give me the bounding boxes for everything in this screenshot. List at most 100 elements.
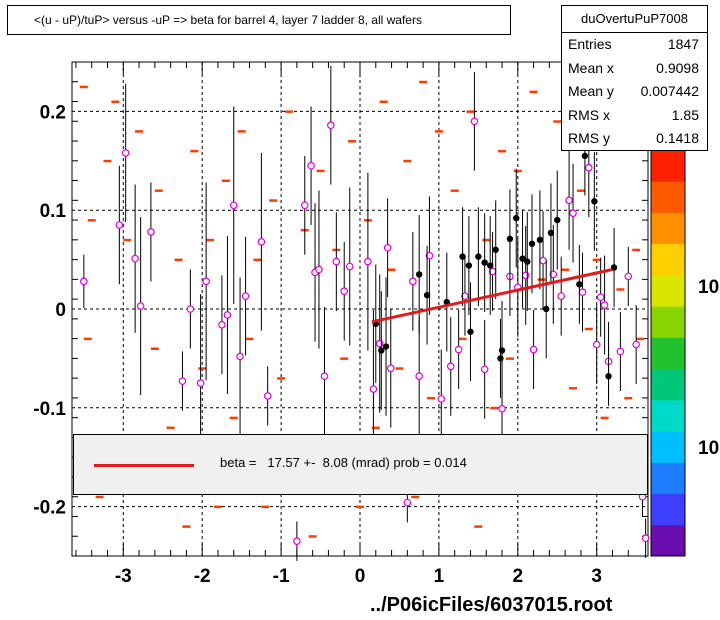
black-point bbox=[506, 235, 514, 243]
fit-line bbox=[371, 268, 613, 324]
black-point bbox=[382, 343, 390, 350]
magenta-point bbox=[236, 352, 244, 361]
stats-row-rms-x: RMS x 1.85 bbox=[562, 104, 707, 128]
data-bin bbox=[490, 406, 499, 410]
stats-row-entries: Entries 1847 bbox=[562, 33, 707, 57]
magenta-point bbox=[241, 292, 250, 300]
magenta-point bbox=[632, 340, 640, 349]
black-point bbox=[459, 253, 466, 260]
magenta-point bbox=[454, 345, 463, 354]
data-bin bbox=[636, 337, 645, 341]
data-bin bbox=[450, 189, 459, 192]
data-bin bbox=[83, 337, 92, 341]
black-point bbox=[543, 305, 550, 313]
palette-swatch bbox=[651, 431, 685, 463]
magenta-point bbox=[585, 163, 593, 172]
magenta-point bbox=[257, 238, 266, 246]
stats-label: Mean x bbox=[568, 59, 614, 76]
data-bin bbox=[632, 248, 641, 252]
black-point bbox=[486, 262, 494, 269]
palette-label: 10 bbox=[698, 277, 719, 298]
chart-title-text: <(u - uP)/tuP> versus -uP => beta for ba… bbox=[34, 13, 422, 27]
magenta-point bbox=[383, 243, 392, 252]
black-point bbox=[524, 258, 531, 265]
data-bin bbox=[561, 268, 570, 271]
stats-label: RMS y bbox=[568, 130, 610, 146]
data-bin bbox=[616, 288, 625, 291]
magenta-point bbox=[229, 201, 238, 210]
data-bin bbox=[379, 100, 388, 104]
magenta-point bbox=[529, 345, 538, 354]
data-bin bbox=[95, 495, 104, 499]
magenta-point bbox=[565, 196, 573, 205]
magenta-point bbox=[115, 221, 124, 229]
magenta-point bbox=[403, 498, 412, 507]
data-bin bbox=[316, 169, 325, 173]
stats-label: Mean y bbox=[568, 83, 614, 99]
palette-swatch bbox=[651, 150, 685, 182]
magenta-point bbox=[196, 379, 205, 387]
black-point bbox=[519, 255, 526, 262]
y-tick-label: 0.2 bbox=[40, 102, 66, 123]
fit-legend-text: beta = 17.57 +- 8.08 (mrad) prob = 0.014 bbox=[220, 455, 467, 470]
data-bin bbox=[592, 258, 601, 262]
footer-filename: ../P06icFiles/6037015.root bbox=[370, 594, 613, 616]
stats-name: duOvertuPuP7008 bbox=[562, 6, 707, 33]
magenta-point bbox=[332, 257, 341, 266]
data-bin bbox=[284, 110, 293, 113]
stats-row-mean-y: Mean y 0.007442 bbox=[562, 80, 707, 104]
palette-label: 10 bbox=[698, 438, 719, 459]
data-bin bbox=[123, 238, 132, 242]
black-point bbox=[581, 152, 589, 160]
magenta-point bbox=[131, 254, 139, 263]
data-bin bbox=[174, 258, 183, 262]
data-bin bbox=[135, 130, 144, 133]
black-point bbox=[536, 236, 544, 244]
magenta-point bbox=[539, 256, 547, 265]
magenta-point bbox=[549, 270, 558, 279]
data-bin bbox=[474, 525, 483, 528]
palette-swatch bbox=[651, 524, 685, 557]
black-point bbox=[498, 347, 506, 354]
magenta-point bbox=[425, 251, 434, 260]
magenta-point bbox=[218, 321, 226, 329]
data-bin bbox=[166, 426, 175, 430]
data-bin bbox=[600, 416, 609, 420]
data-bin bbox=[498, 149, 507, 153]
magenta-point bbox=[498, 404, 506, 413]
black-point bbox=[492, 246, 499, 253]
palette-swatch bbox=[651, 493, 685, 526]
data-bin bbox=[505, 357, 514, 360]
magenta-point bbox=[557, 292, 566, 300]
magenta-point bbox=[437, 395, 446, 403]
magenta-point bbox=[480, 365, 489, 374]
magenta-point bbox=[263, 392, 272, 400]
data-bin bbox=[261, 505, 270, 509]
chart-title: <(u - uP)/tuP> versus -uP => beta for ba… bbox=[7, 5, 511, 35]
x-tick-label: -1 bbox=[273, 566, 290, 587]
y-tick-label: 0 bbox=[55, 300, 66, 321]
magenta-point bbox=[521, 271, 530, 280]
data-bin bbox=[269, 199, 278, 202]
data-bin bbox=[584, 327, 593, 331]
stats-label: Entries bbox=[568, 36, 612, 52]
data-bin bbox=[213, 505, 222, 509]
magenta-point bbox=[470, 117, 479, 126]
data-bin bbox=[308, 535, 317, 538]
stats-row-mean-x: Mean x 0.9098 bbox=[562, 57, 707, 81]
data-bin bbox=[154, 189, 163, 192]
data-bin bbox=[403, 159, 412, 163]
data-bin bbox=[206, 238, 215, 242]
black-point bbox=[415, 271, 423, 278]
data-bin bbox=[576, 189, 585, 192]
black-point bbox=[475, 253, 482, 260]
magenta-point bbox=[186, 305, 195, 313]
data-bin bbox=[537, 278, 546, 281]
magenta-point bbox=[345, 262, 354, 271]
magenta-point bbox=[415, 372, 423, 380]
palette-swatch bbox=[651, 243, 685, 276]
data-bin bbox=[348, 140, 357, 143]
palette-swatch bbox=[651, 212, 685, 245]
data-bin bbox=[458, 337, 467, 341]
magenta-point bbox=[307, 161, 315, 170]
